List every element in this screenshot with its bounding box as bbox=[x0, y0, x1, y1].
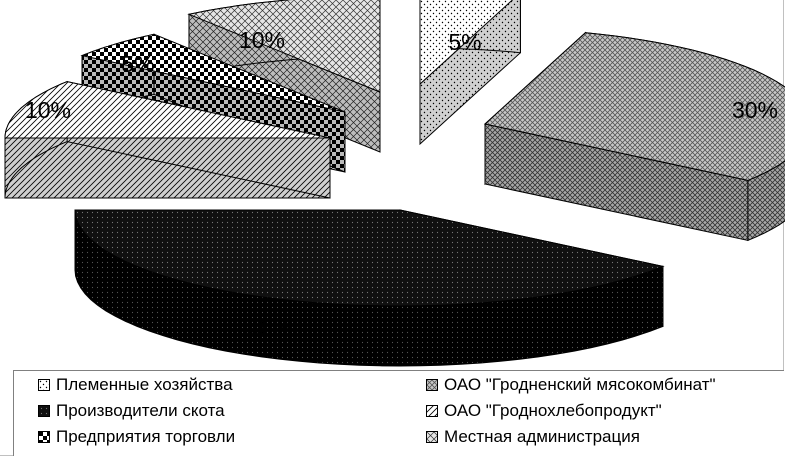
data-label: 5% bbox=[121, 51, 154, 77]
legend: Племенные хозяйства ОАО "Гродненский мясо… bbox=[13, 370, 784, 456]
pie-slice bbox=[4, 80, 331, 199]
data-label: 10% bbox=[239, 27, 285, 53]
legend-swatch bbox=[38, 379, 50, 391]
legend-swatch bbox=[426, 379, 438, 391]
data-label: 30% bbox=[732, 97, 778, 123]
slice-top bbox=[74, 209, 665, 307]
data-label: 40% bbox=[247, 315, 293, 341]
legend-item: Производители скота bbox=[38, 399, 225, 423]
legend-label: Предприятия торговли bbox=[56, 427, 236, 446]
pie-slice bbox=[483, 31, 785, 242]
pie-slice bbox=[419, 0, 521, 146]
legend-label: Производители скота bbox=[56, 401, 225, 420]
slice-top bbox=[4, 81, 331, 139]
legend-label: ОАО "Гродненский мясокомбинат" bbox=[444, 375, 716, 394]
data-label: 5% bbox=[448, 29, 481, 55]
legend-item: Предприятия торговли bbox=[38, 425, 235, 449]
data-label: 10% bbox=[25, 97, 71, 123]
legend-label: Племенные хозяйства bbox=[56, 375, 233, 394]
slice-top bbox=[187, 0, 381, 93]
slice-top bbox=[483, 32, 785, 181]
legend-label: Местная администрация bbox=[444, 427, 640, 446]
legend-item: ОАО "Гродненский мясокомбинат" bbox=[426, 373, 716, 397]
legend-item: Местная администрация bbox=[426, 425, 640, 449]
legend-swatch bbox=[38, 431, 50, 443]
legend-item: ОАО "Гроднохлебопродукт" bbox=[426, 399, 662, 423]
slice-top bbox=[419, 0, 514, 86]
legend-swatch bbox=[426, 431, 438, 443]
legend-label: ОАО "Гроднохлебопродукт" bbox=[444, 401, 662, 420]
legend-swatch bbox=[38, 405, 50, 417]
legend-item: Племенные хозяйства bbox=[38, 373, 233, 397]
pie-slice bbox=[74, 209, 665, 367]
slice-top bbox=[80, 33, 346, 113]
legend-swatch bbox=[426, 405, 438, 417]
